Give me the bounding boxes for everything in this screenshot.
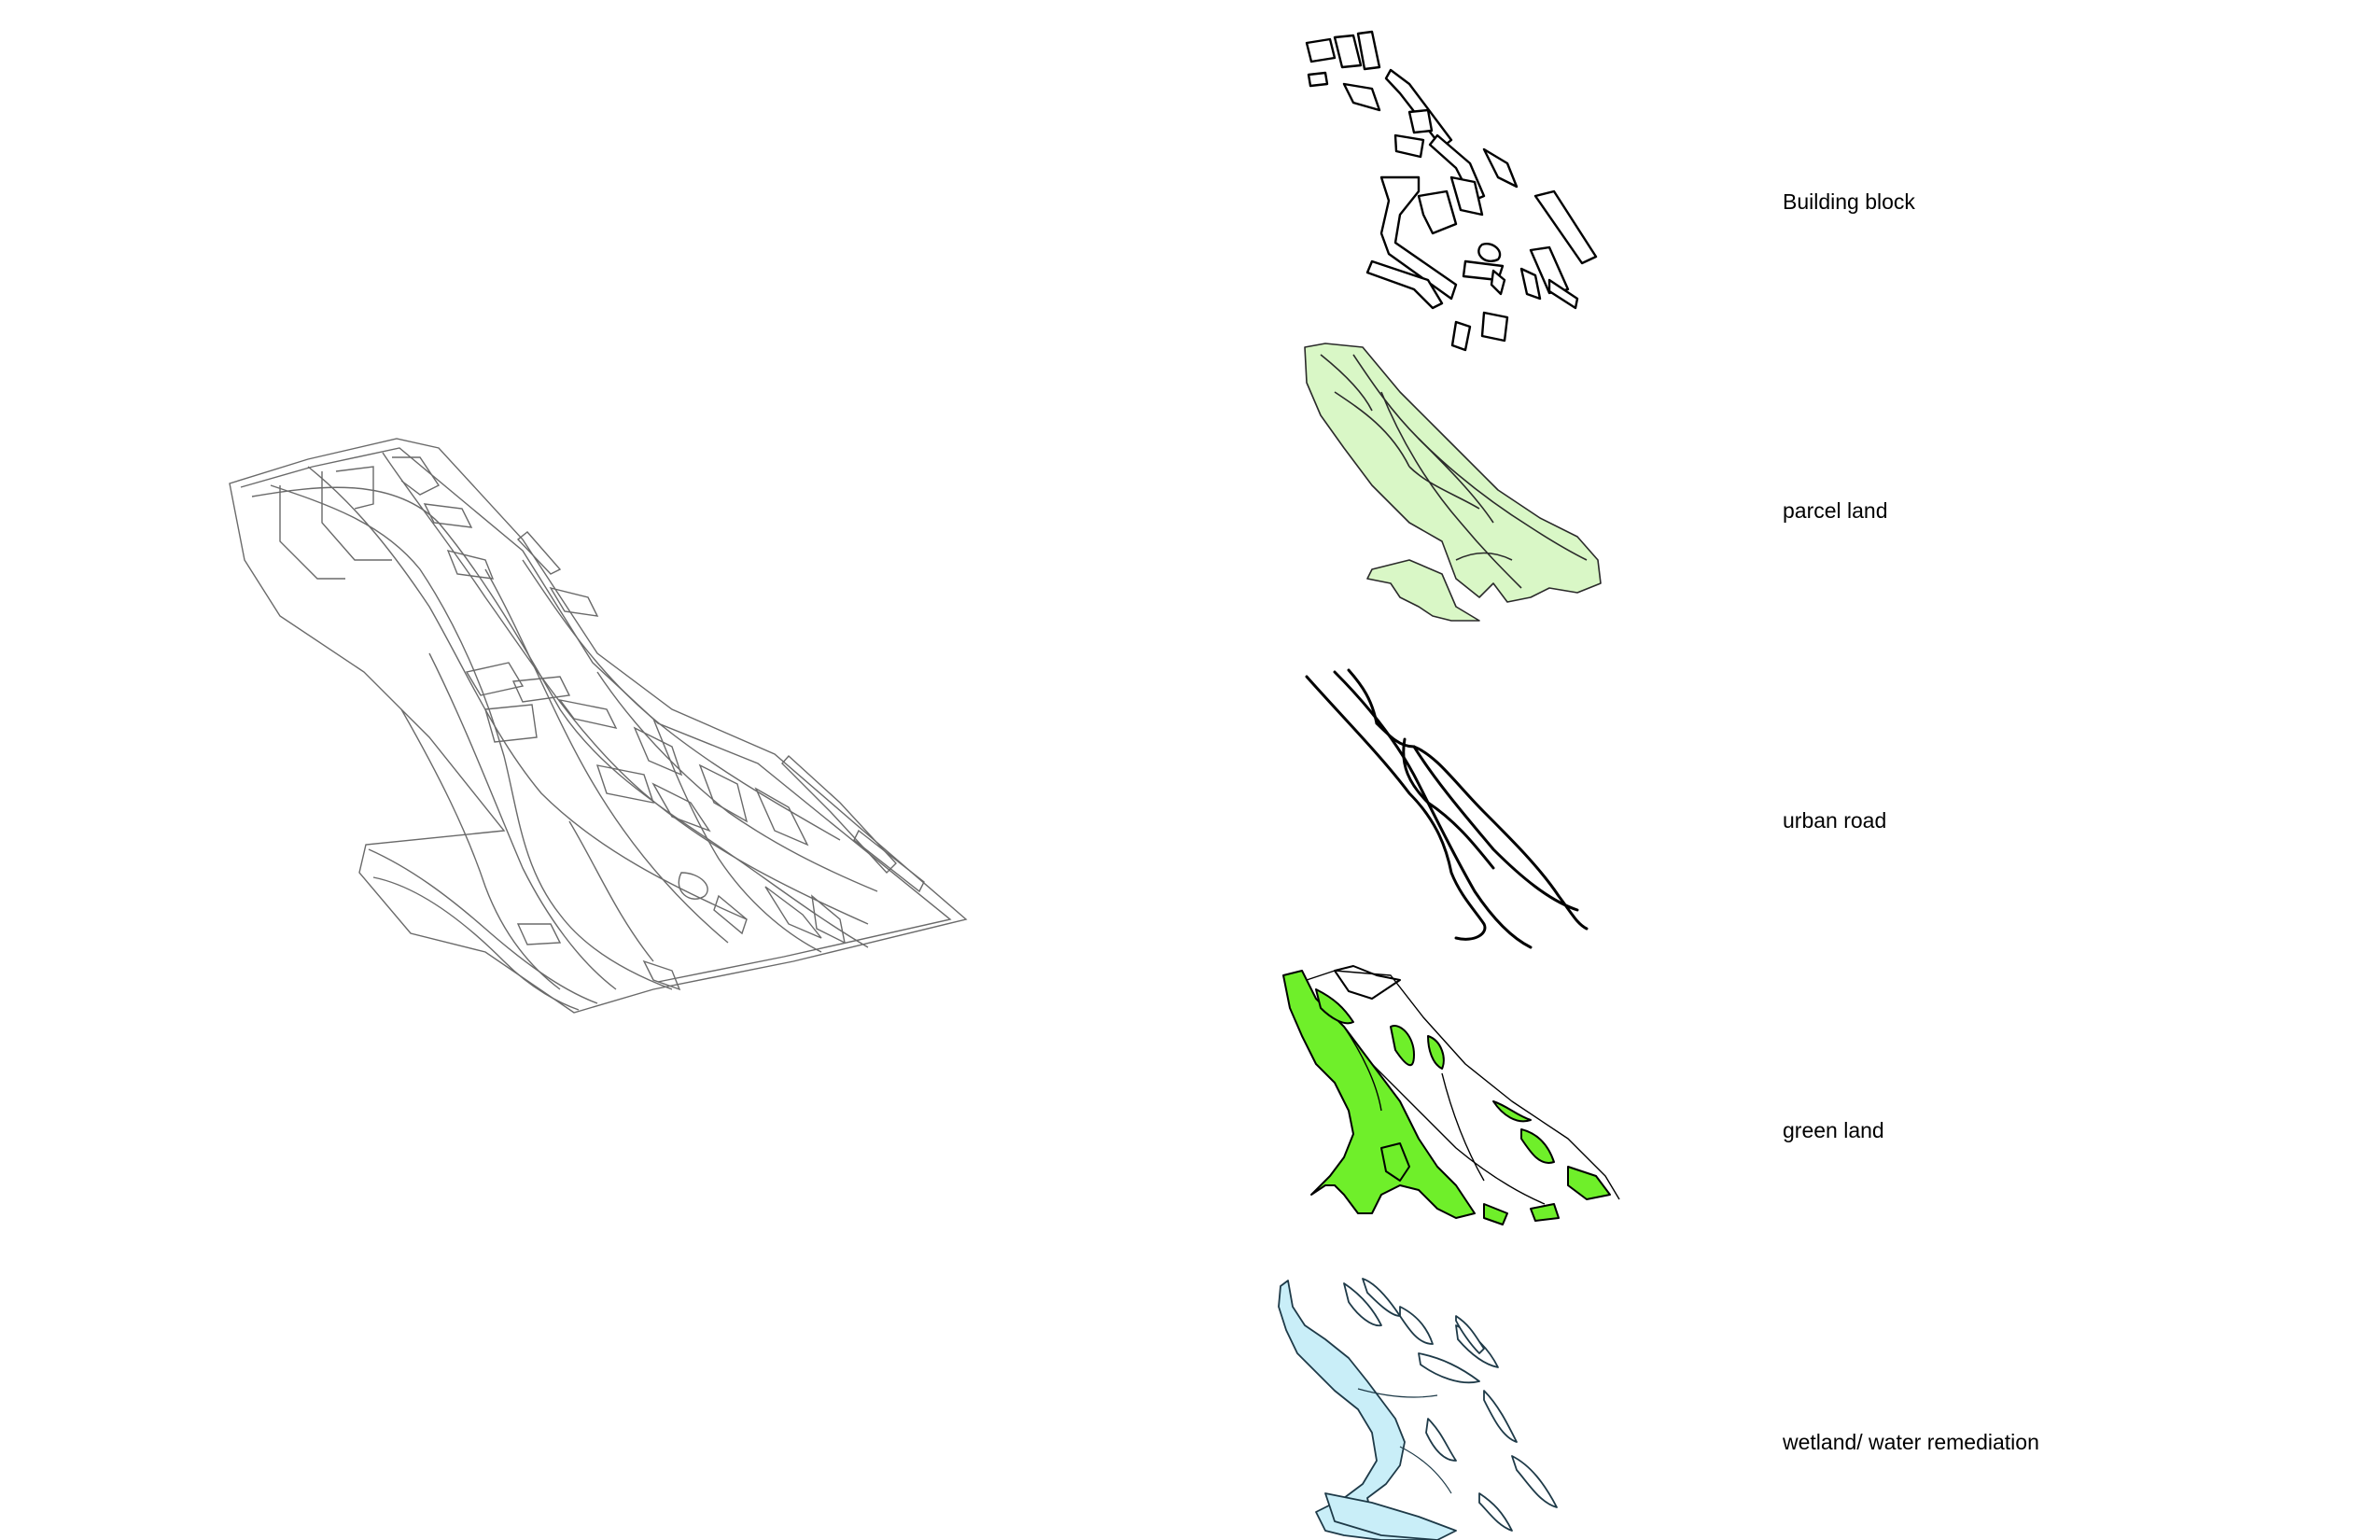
composite-site-plan [229,438,968,1014]
building-block-layer [1305,30,1598,352]
urban-road-layer [1305,668,1589,949]
urban-road-label: urban road [1783,808,1886,833]
parcel-land-label: parcel land [1783,498,1888,523]
green-land-label: green land [1783,1118,1884,1142]
site-outline [229,438,968,1014]
green-land-layer [1282,965,1620,1225]
wetland-water-label: wetland/ water remediation [1782,1430,2039,1454]
parcel-land-layer [1304,343,1602,622]
wetland-water-layer [1278,1278,1558,1540]
building-block-label: Building block [1783,189,1915,214]
